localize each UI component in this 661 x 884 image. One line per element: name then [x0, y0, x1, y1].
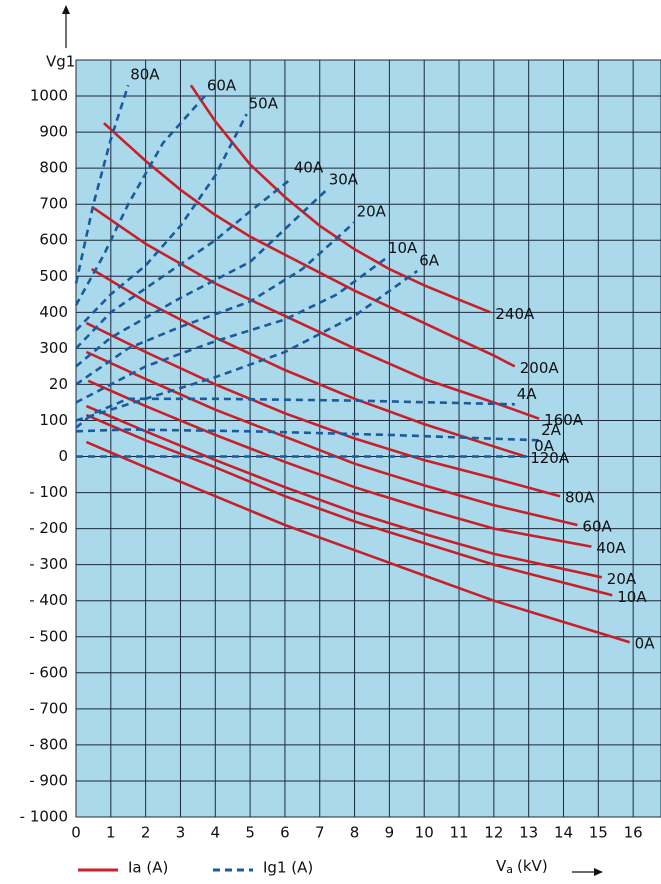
- x-tick-label: 16: [624, 824, 643, 842]
- curve-label: 20A: [357, 203, 387, 221]
- plot-area: [74, 59, 661, 818]
- y-tick-label: - 300: [29, 555, 68, 573]
- curve-label: 0A: [534, 437, 555, 455]
- curve-label: 20A: [607, 570, 637, 588]
- curve: [75, 188, 328, 368]
- legend-label: Ig1 (A): [263, 859, 313, 877]
- x-tick-label: 10: [415, 824, 434, 842]
- curve: [75, 221, 356, 386]
- y-tick-label: 500: [39, 267, 68, 285]
- y-tick-label: - 1000: [20, 808, 68, 826]
- curve: [85, 413, 613, 597]
- y-tick-label: 1000: [30, 87, 68, 105]
- x-axis-label-unit: (kV): [517, 857, 548, 875]
- x-axis-label-sub: a: [506, 863, 513, 876]
- curve: [91, 267, 526, 458]
- y-tick-label: 100: [39, 411, 68, 429]
- x-tick-label: 7: [315, 824, 325, 842]
- x-tick-label: 0: [71, 824, 81, 842]
- curve: [85, 350, 578, 527]
- curve-label: 30A: [329, 170, 359, 188]
- curve-label: 40A: [294, 159, 324, 177]
- y-tick-label: - 900: [29, 771, 68, 789]
- curve: [87, 379, 592, 548]
- curve-label: 0A: [635, 635, 656, 653]
- curve: [74, 95, 206, 306]
- y-tick-label: 400: [39, 303, 68, 321]
- y-tick-label: 900: [39, 123, 68, 141]
- x-axis-label: Va (kV): [496, 857, 548, 877]
- y-tick-label: 0: [58, 447, 68, 465]
- curve-label: 160A: [544, 411, 584, 429]
- curve-label: 4A: [517, 385, 538, 403]
- y-tick-label: - 100: [29, 483, 68, 501]
- y-tick-label: - 200: [29, 519, 68, 537]
- curve-label: 80A: [130, 66, 160, 84]
- curve-label: 200A: [520, 359, 560, 377]
- x-tick-label: 15: [589, 824, 608, 842]
- curve: [85, 321, 561, 498]
- curve-label: 10A: [617, 588, 647, 606]
- curve-label: 60A: [582, 518, 612, 536]
- x-axis-arrowhead: [594, 868, 603, 876]
- curve: [75, 428, 540, 442]
- y-tick-label: 800: [39, 159, 68, 177]
- legend: Ia (A) Ig1 (A): [78, 859, 313, 877]
- x-tick-label: 9: [385, 824, 395, 842]
- x-tick-label: 4: [211, 824, 221, 842]
- curve-label: 10A: [388, 239, 418, 257]
- curve-label: 2A: [541, 421, 562, 439]
- x-tick-label: 8: [350, 824, 360, 842]
- curve-label: 240A: [495, 305, 535, 323]
- y-axis-arrowhead: [62, 5, 70, 14]
- y-tick-label: - 500: [29, 627, 68, 645]
- x-tick-label: 14: [554, 824, 573, 842]
- x-axis-label-main: V: [496, 857, 507, 875]
- curve: [75, 177, 293, 350]
- curve: [85, 440, 631, 644]
- curve: [75, 269, 419, 422]
- x-tick-label: 1: [106, 824, 116, 842]
- curve: [75, 257, 387, 404]
- curve-label: 120A: [530, 449, 570, 467]
- curve-label: 40A: [596, 539, 626, 557]
- curve-label: 6A: [419, 251, 440, 269]
- curve-label: 80A: [565, 489, 595, 507]
- curve: [85, 404, 603, 579]
- y-tick-label: - 700: [29, 699, 68, 717]
- x-tick-label: 11: [449, 824, 468, 842]
- x-tick-label: 13: [519, 824, 538, 842]
- y-tick-label: 700: [39, 195, 68, 213]
- x-tick-label: 2: [141, 824, 151, 842]
- y-tick-label: - 400: [29, 591, 68, 609]
- y-tick-label: 600: [39, 231, 68, 249]
- x-tick-label: 6: [280, 824, 290, 842]
- curve: [75, 397, 515, 429]
- y-tick-label: - 600: [29, 663, 68, 681]
- curve: [75, 113, 248, 332]
- y-tick-label: 20: [49, 375, 68, 393]
- y-axis-label: Vg1: [46, 53, 75, 71]
- curve-label: 50A: [249, 95, 279, 113]
- x-tick-label: 12: [484, 824, 503, 842]
- y-tick-label: 300: [39, 339, 68, 357]
- curve: [103, 122, 516, 368]
- y-tick-label: - 800: [29, 735, 68, 753]
- curve: [74, 84, 130, 284]
- x-tick-label: 3: [176, 824, 186, 842]
- x-tick-label: 5: [245, 824, 255, 842]
- curve-label: 60A: [207, 77, 237, 95]
- legend-label: Ia (A): [128, 859, 168, 877]
